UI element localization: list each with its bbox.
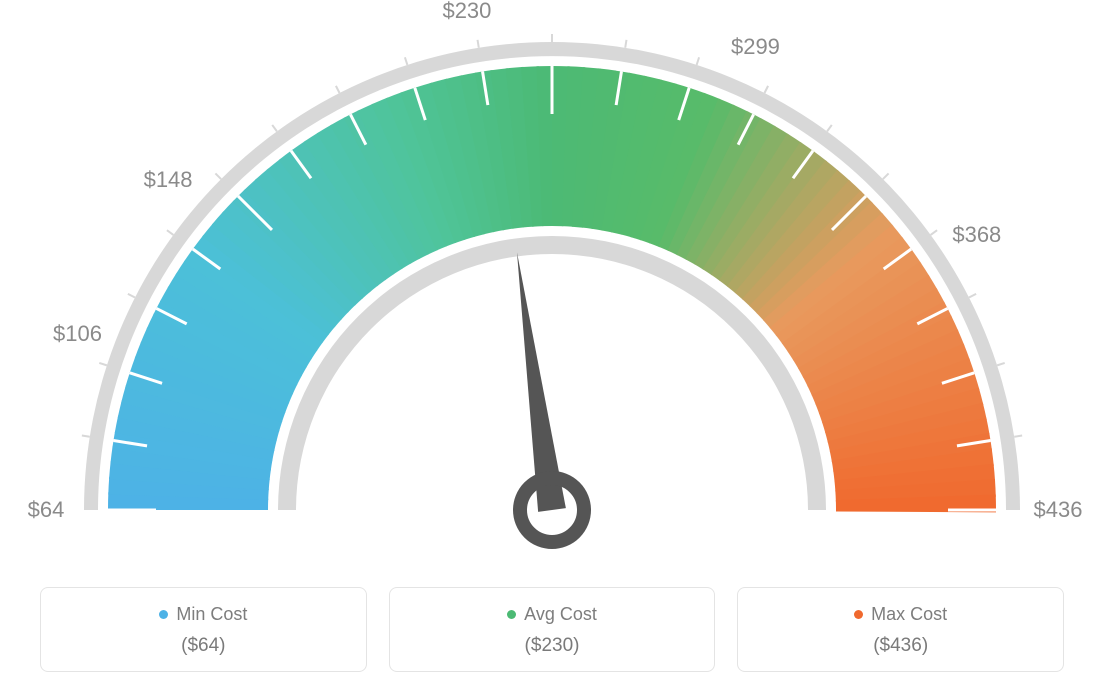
cost-gauge-chart: $64 $106 $148 $230 $299 $368 $436 Min Cost ($6… (0, 0, 1104, 690)
legend-max-title: Max Cost (854, 604, 947, 625)
gauge-tick-label: $148 (144, 167, 193, 193)
legend-min-dot (159, 610, 168, 619)
gauge-tick-label: $436 (1034, 497, 1083, 523)
legend-avg-label: Avg Cost (524, 604, 597, 625)
legend-avg-value: ($230) (400, 635, 705, 657)
legend-max-label: Max Cost (871, 604, 947, 625)
legend-min-value: ($64) (51, 635, 356, 657)
gauge-tick-label: $230 (442, 0, 491, 24)
gauge-svg (0, 0, 1104, 570)
legend-max-card: Max Cost ($436) (737, 587, 1064, 672)
gauge-tick-label: $368 (952, 222, 1001, 248)
legend-min-card: Min Cost ($64) (40, 587, 367, 672)
gauge-tick-label: $64 (28, 497, 65, 523)
legend-avg-card: Avg Cost ($230) (389, 587, 716, 672)
legend-avg-title: Avg Cost (507, 604, 597, 625)
gauge-area: $64 $106 $148 $230 $299 $368 $436 (0, 0, 1104, 570)
legend-min-title: Min Cost (159, 604, 247, 625)
legend-max-value: ($436) (748, 635, 1053, 657)
gauge-tick-label: $299 (731, 34, 780, 60)
legend-max-dot (854, 610, 863, 619)
legend-row: Min Cost ($64) Avg Cost ($230) Max Cost … (40, 587, 1064, 672)
gauge-tick-label: $106 (53, 321, 102, 347)
legend-avg-dot (507, 610, 516, 619)
legend-min-label: Min Cost (176, 604, 247, 625)
